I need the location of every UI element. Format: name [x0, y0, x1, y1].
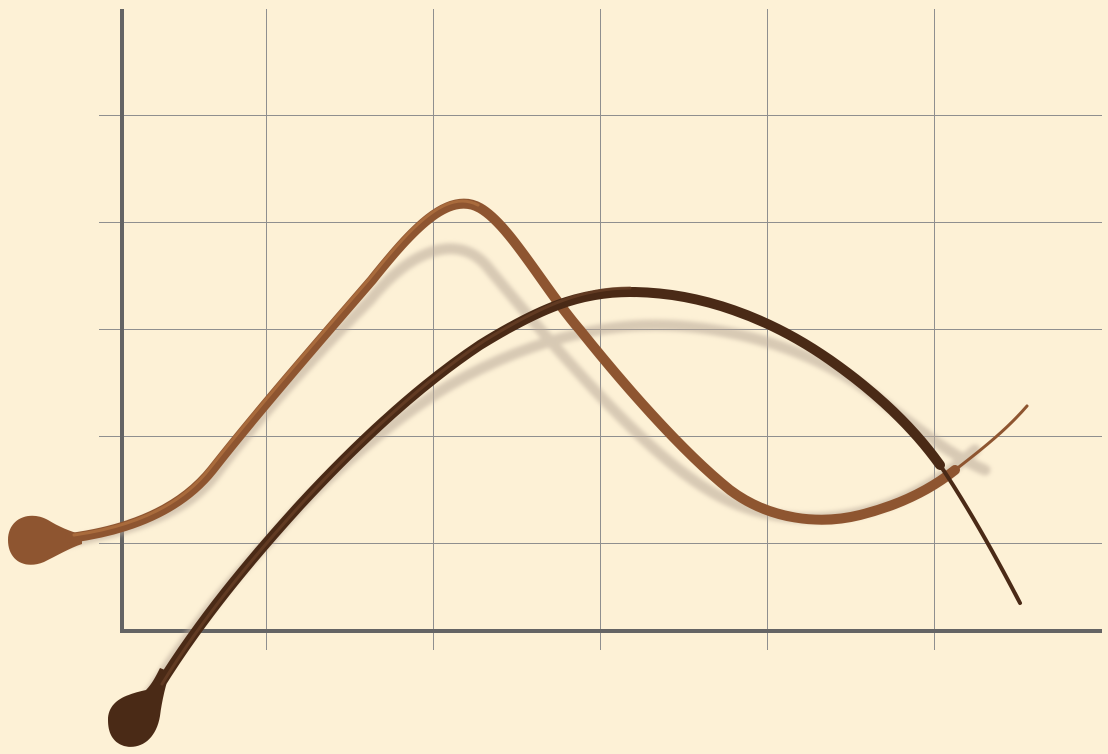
- light-curve-tail: [953, 404, 1029, 472]
- dark-brown-curve: [108, 286, 1022, 747]
- dark-curve-tail: [938, 463, 1022, 605]
- light-curve-body: [65, 198, 960, 543]
- light-brown-curve: [8, 198, 1029, 565]
- dark-curve-highlight: [160, 286, 632, 686]
- light-curve-start-cap: [8, 515, 82, 565]
- light-curve-highlight: [72, 199, 480, 537]
